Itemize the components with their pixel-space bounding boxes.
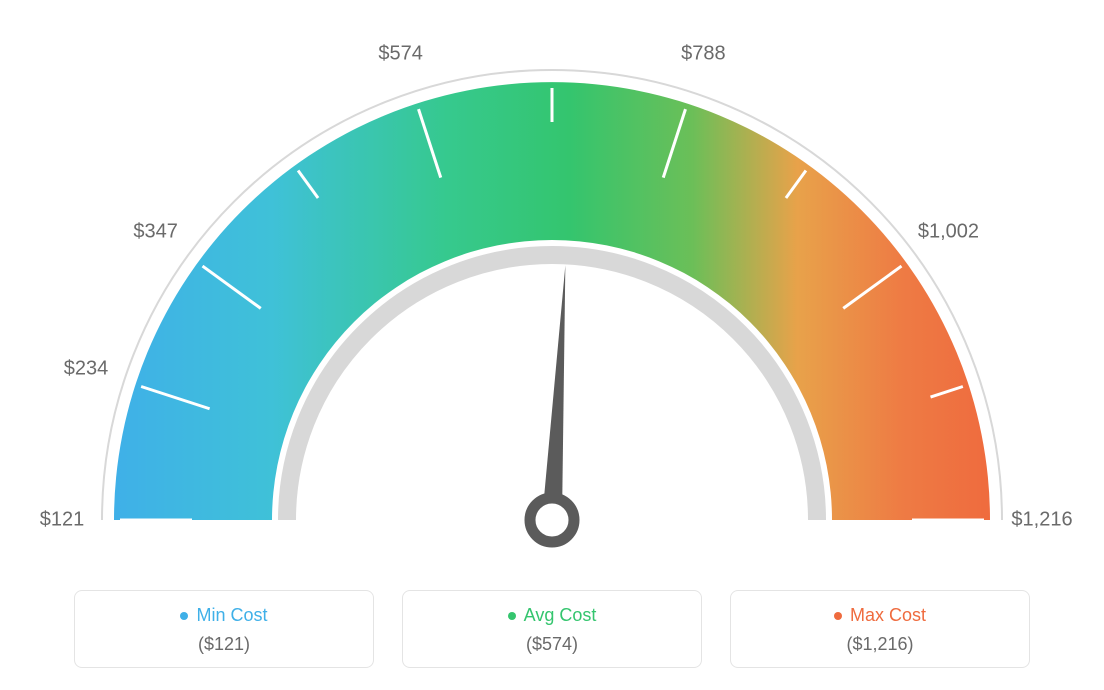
gauge-tick-label: $234 [64, 357, 109, 380]
legend-title-row: Min Cost [75, 605, 373, 626]
gauge-tick-label: $574 [378, 42, 423, 65]
legend-title-max: Max Cost [850, 605, 926, 626]
legend-dot-avg [508, 612, 516, 620]
legend-value-max: ($1,216) [731, 634, 1029, 655]
legend-card-avg: Avg Cost ($574) [402, 590, 702, 668]
legend-dot-max [834, 612, 842, 620]
legend-value-avg: ($574) [403, 634, 701, 655]
legend-title-avg: Avg Cost [524, 605, 597, 626]
legend-value-min: ($121) [75, 634, 373, 655]
gauge-tick-label: $788 [681, 42, 726, 65]
gauge-tick-label: $347 [133, 220, 178, 243]
legend-card-max: Max Cost ($1,216) [730, 590, 1030, 668]
gauge-tick-label: $1,002 [918, 220, 979, 243]
gauge-container: $121 $234 $347 $574 $788 $1,002 $1,216 [20, 20, 1084, 580]
legend-title-min: Min Cost [196, 605, 267, 626]
legend-card-min: Min Cost ($121) [74, 590, 374, 668]
gauge-tick-label: $121 [40, 509, 85, 532]
legend-row: Min Cost ($121) Avg Cost ($574) Max Cost… [20, 590, 1084, 668]
legend-dot-min [180, 612, 188, 620]
gauge-svg [20, 20, 1084, 580]
legend-title-row: Max Cost [731, 605, 1029, 626]
gauge-tick-label: $1,216 [1011, 509, 1072, 532]
legend-title-row: Avg Cost [403, 605, 701, 626]
cost-gauge-widget: $121 $234 $347 $574 $788 $1,002 $1,216 Min Cos… [20, 20, 1084, 668]
